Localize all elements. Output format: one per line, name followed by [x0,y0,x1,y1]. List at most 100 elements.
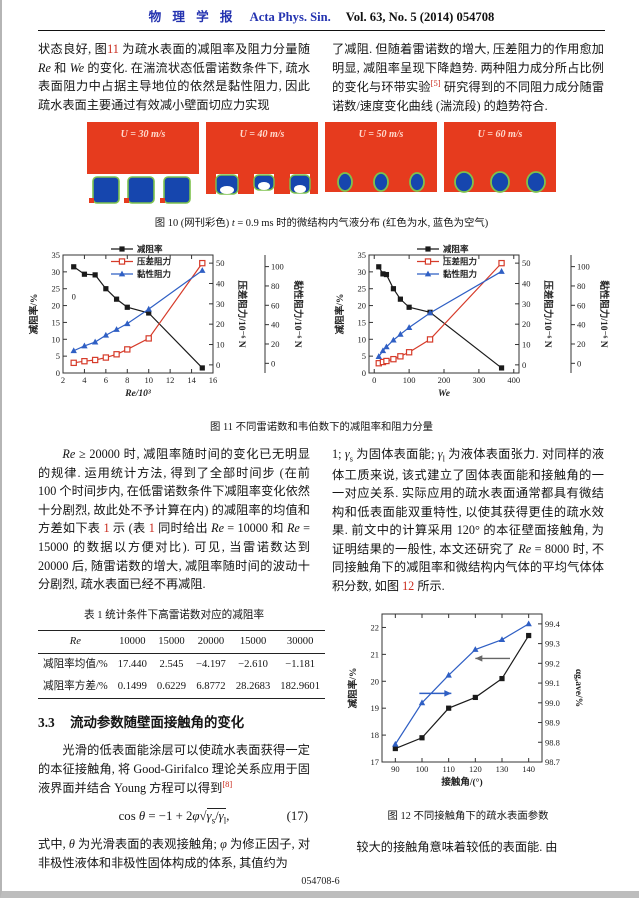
text-segment: γ [437,447,443,462]
svg-text:0: 0 [522,360,526,370]
svg-text:40: 40 [271,320,280,330]
table-1-block: 表 1 统计条件下高雷诺数对应的减阻率 Re 10000 15000 20000 150… [38,608,326,699]
figure-11-caption: 图 11 不同雷诺数和韦伯数下的减阻率和阻力分量 [209,422,433,434]
svg-text:10: 10 [357,335,366,345]
table-cell: 0.1499 [117,680,147,692]
svg-text:98.9: 98.9 [545,717,560,727]
fig10-panel: U = 60 m/s [444,122,556,208]
svg-text:αg,ave/%: αg,ave/% [573,668,583,706]
figure-12-caption: 图 12 不同接触角下的疏水表面参数 [387,811,549,823]
svg-text:100: 100 [577,262,590,272]
figure-11-charts: 2 4 6 8 10 12 14 16 Re/10³ 0 5 10 15 20 25 30 35 减阻率/% 0 10… [28,243,610,412]
figure-10: U = 30 m/s U = 40 m/s U = 50 m/s U = 60 m/s… [38,122,605,229]
reference-link[interactable]: 1 [148,521,155,536]
table-cell: 减阻率均值/% [43,658,108,670]
series-压差阻力 [70,260,205,367]
text-segment: l [442,453,445,464]
svg-text:0: 0 [271,359,275,369]
svg-text:10: 10 [144,375,153,385]
svg-text:30: 30 [357,267,366,277]
table-header-cell: Re [69,635,81,647]
svg-text:2: 2 [60,375,64,385]
svg-text:60: 60 [271,301,280,311]
svg-text:10: 10 [51,335,60,345]
text-segment: Re [62,447,76,462]
bottom-text-columns: Re ≥ 20000 时, 减阻率随时间的变化已无明显的规律. 运用统计方法, … [38,445,605,872]
paragraph: 式中, θ 为光滑表面的表观接触角; φ 为修正因子, 对非极性液体和非极性固体… [38,835,310,872]
reference-link[interactable]: [5] [430,78,441,89]
figure-11-chart-we: 0 100 200 300 400 We 0 5 10 15 20 25 30 35 减阻率/% 0 10 20 3… [325,243,625,412]
svg-text:25: 25 [357,284,366,294]
svg-text:20: 20 [577,339,586,349]
text-segment: = 0.9 ms 时的微结构内气液分布 (红色为水, 蓝色为空气) [234,218,489,230]
svg-text:16: 16 [208,375,217,385]
reference-link[interactable]: 11 [107,42,119,56]
svg-text:减阻率/%: 减阻率/% [347,667,359,708]
svg-text:黏性阻力: 黏性阻力 [137,269,171,279]
figure-11-chart-re: 2 4 6 8 10 12 14 16 Re/10³ 0 5 10 15 20 25 30 35 减阻率/% 0 10… [19,243,319,412]
text-segment: s [349,453,353,464]
equation-number: (17) [286,809,308,824]
svg-text:99.2: 99.2 [545,658,560,668]
svg-text:35: 35 [357,250,366,260]
fig10-panel-image: U = 40 m/s [206,122,318,195]
svg-text:19: 19 [371,703,380,713]
text-segment: = 10000 和 [224,521,287,536]
text-segment: Re [286,521,300,536]
series-减阻率 [70,264,205,371]
text-segment: 为修正因子, 对非极性液体和非极性固体构成的体系, 其值约为 [38,837,311,870]
text-segment: Re [211,521,224,536]
svg-text:压差阻力: 压差阻力 [137,257,171,267]
svg-text:压差阻力: 压差阻力 [443,257,477,267]
svg-text:黏性阻力: 黏性阻力 [443,269,477,279]
svg-text:99.1: 99.1 [545,678,560,688]
fig11b-svg: 0 100 200 300 400We05101520253035减阻率/%010203… [334,244,610,399]
reference-link[interactable]: 1 [103,521,110,536]
table-cell: 17.440 [117,658,147,670]
equation-body: cos θ = −1 + 2φ√γs/γl, [119,808,229,826]
figure-11: 2 4 6 8 10 12 14 16 Re/10³ 0 5 10 15 20 25 30 35 减阻率/% 0 10… [28,243,610,434]
paragraph: 状态良好, 图11 为疏水表面的减阻率及阻力分量随 Re 和 We 的变化. 在… [38,40,310,114]
series-黏性阻力 [70,267,205,354]
text-segment: = −1 + 2 [145,809,193,824]
table-cell: −2.610 [238,658,268,670]
page-header: 物 理 学 报 Acta Phys. Sin. Vol. 63, No. 5 (… [38,6,605,25]
figure-12-chart: 90 100 110 120 130 140 接触角/(°) 17 18 19 20 21 22 减阻率/… [332,606,604,804]
text-segment: γ [218,809,224,824]
text-segment: 的变化. 在湍流状态低雷诺数条件下, 疏水表面阻力中占据主导地位的依然是黏性阻力… [38,60,311,112]
table-cell: −4.197 [196,658,226,670]
svg-text:12: 12 [165,375,174,385]
reference-link[interactable]: [8] [222,779,233,790]
fig10-panel-image: U = 50 m/s [325,122,437,193]
svg-text:10: 10 [216,340,225,350]
svg-text:120: 120 [469,764,482,774]
svg-text:10: 10 [522,340,531,350]
svg-text:0: 0 [71,292,75,302]
text-segment: θ [138,809,146,824]
table-1-caption: 表 1 统计条件下高雷诺数对应的减阻率 [83,609,265,621]
svg-text:5: 5 [55,351,59,361]
section-3-3-heading: 3.3 流动参数随壁面接触角的变化 [38,713,310,733]
statistics-table: Re 10000 15000 20000 15000 30000 减阻率均值/% 17.440… [38,629,326,699]
svg-text:减阻率/%: 减阻率/% [334,294,346,335]
panel-velocity-label: U = 60 m/s [478,129,523,140]
figure-10-caption: 图 10 (网刊彩色) t = 0.9 ms 时的微结构内气液分布 (红色为水,… [38,214,605,229]
svg-text:20: 20 [357,301,366,311]
svg-text:黏性阻力/10⁻⁶ N: 黏性阻力/10⁻⁶ N [598,280,610,348]
svg-text:14: 14 [187,375,196,385]
table-cell: 减阻率方差/% [43,680,108,692]
svg-text:压差阻力/10⁻⁶ N: 压差阻力/10⁻⁶ N [236,281,248,348]
text-segment: 光滑的低表面能涂层可以使疏水表面获得一定的本征接触角, 将 Good-Girif… [38,743,310,796]
reference-link[interactable]: 12 [402,578,415,593]
table-header-cell: 20000 [197,635,225,647]
svg-text:20: 20 [371,676,380,686]
svg-text:20: 20 [51,301,60,311]
journal-title-en: Acta Phys. Sin. [249,10,331,24]
svg-text:30: 30 [51,267,60,277]
text-segment: 研究得到的不同阻力成分随雷诺数/速度变化曲线 (湍流段) 的趋势符合. [332,80,605,113]
fig10-panel-image: U = 60 m/s [444,122,556,194]
svg-text:18: 18 [371,730,380,740]
text-segment: φ [220,837,227,852]
text-segment: = 15000 的数据以方便对比). 可见, 当雷诺数达到 20000 后, 随… [38,521,311,592]
